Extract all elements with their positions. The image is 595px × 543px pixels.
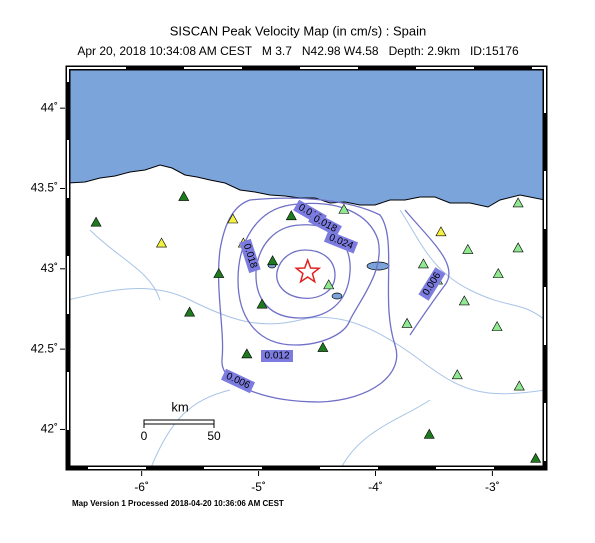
contour-label-box	[418, 267, 446, 301]
station	[462, 243, 474, 254]
y-tick-label: 43˚	[41, 261, 58, 275]
contours	[217, 197, 450, 403]
y-tick-label: 42.5˚	[31, 341, 58, 355]
station	[458, 295, 470, 306]
station	[491, 321, 503, 331]
x-tick-label: -6˚	[134, 480, 149, 494]
station	[227, 213, 239, 224]
x-tick-label: -4˚	[368, 480, 383, 494]
epicenter	[294, 257, 322, 284]
station	[451, 369, 463, 380]
contour-label-box	[220, 368, 256, 394]
station	[256, 298, 268, 309]
station	[512, 197, 524, 208]
station	[323, 279, 335, 290]
station	[401, 317, 413, 328]
map-area	[68, 68, 545, 468]
y-tick-label: 42˚	[41, 422, 58, 436]
contour-label-box	[239, 238, 261, 274]
station	[241, 348, 253, 359]
footer: Map Version 1 Processed 2018-04-20 10:36…	[72, 499, 284, 508]
contour-label-box	[308, 211, 342, 237]
title: SISCAN Peak Velocity Map (in cm/s) : Spa…	[170, 23, 426, 38]
station	[423, 428, 435, 439]
contour-label: 0.012	[261, 350, 293, 362]
contour-label-text: 0.012	[264, 351, 289, 362]
station	[267, 255, 279, 266]
station	[512, 242, 524, 253]
x-tick-label: -3˚	[485, 480, 500, 494]
contour-label-box	[261, 350, 293, 362]
station	[338, 203, 350, 214]
station	[90, 216, 102, 227]
scale-title: km	[171, 399, 188, 414]
scale-label: 50	[207, 429, 221, 443]
station	[178, 190, 190, 201]
scale-bar	[143, 419, 215, 425]
subtitle: Apr 20, 2018 10:34:08 AM CEST M 3.7 N42.…	[77, 44, 519, 58]
station	[492, 268, 504, 278]
contour-label-box	[323, 230, 359, 254]
station	[184, 306, 196, 317]
x-tick-label: -5˚	[251, 480, 266, 494]
y-tick-label: 44˚	[41, 100, 58, 114]
station	[513, 380, 525, 391]
station	[435, 226, 447, 237]
station	[156, 237, 168, 248]
station	[285, 210, 297, 221]
station	[213, 268, 225, 278]
y-tick-label: 43.5˚	[31, 181, 58, 195]
scale-label: 0	[141, 429, 148, 443]
station	[317, 341, 329, 352]
rivers	[68, 209, 545, 468]
station	[530, 452, 542, 463]
station	[417, 258, 429, 269]
frame-pattern	[67, 67, 546, 469]
